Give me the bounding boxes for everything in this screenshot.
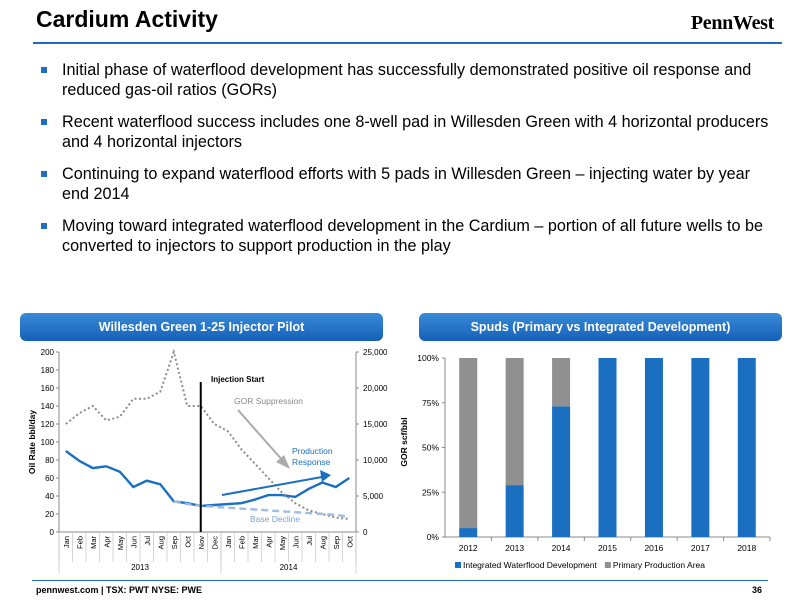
x-tick-label: Jun	[129, 536, 138, 548]
page-title: Cardium Activity	[36, 6, 218, 32]
left-axis-title: Oil Rate bbl/day	[27, 410, 37, 475]
injector-pilot-chart-title: Willesden Green 1-25 Injector Pilot	[20, 313, 383, 341]
x-tick-label: Sep	[170, 536, 179, 549]
injection-start-label: Injection Start	[211, 375, 265, 384]
y-tick-label: 75%	[422, 398, 439, 408]
x-tick-label: Jul	[143, 536, 152, 546]
footer-divider	[32, 580, 768, 581]
y-tick-label: 20	[45, 510, 54, 519]
x-tick-label: Oct	[183, 535, 192, 548]
gor-arrow-head	[276, 455, 290, 469]
legend-label: Primary Production Area	[613, 560, 705, 570]
y-tick-label: 100%	[417, 353, 439, 363]
x-tick-label: 2015	[598, 543, 617, 553]
x-group-label: 2014	[280, 563, 298, 572]
y-tick-label: 200	[41, 348, 55, 357]
primary-bar	[459, 358, 478, 529]
x-tick-label: Mar	[251, 536, 260, 549]
production-response-label: Production	[292, 446, 333, 456]
x-tick-label: Jun	[291, 536, 300, 548]
x-tick-label: 2013	[505, 543, 524, 553]
y-tick-label: 160	[41, 384, 55, 393]
integrated-bar	[737, 358, 756, 537]
integrated-bar	[644, 358, 663, 537]
x-tick-label: Oct	[345, 535, 354, 548]
x-group-label: 2013	[131, 563, 149, 572]
y2-tick-label: 10,000	[363, 456, 388, 465]
y-tick-label: 120	[41, 420, 55, 429]
integrated-bar	[459, 528, 478, 537]
primary-bar	[552, 358, 571, 407]
y-tick-label: 100	[41, 438, 55, 447]
x-tick-label: 2012	[459, 543, 478, 553]
bullet-item: Continuing to expand waterflood efforts …	[40, 164, 780, 204]
bullet-item: Recent waterflood success includes one 8…	[40, 112, 780, 152]
y-tick-label: 140	[41, 402, 55, 411]
base-decline-series	[173, 500, 350, 518]
x-tick-label: Nov	[197, 536, 206, 550]
x-tick-label: 2014	[552, 543, 571, 553]
x-tick-label: Apr	[102, 535, 111, 547]
spuds-chart-title: Spuds (Primary vs Integrated Development…	[419, 313, 782, 341]
integrated-bar	[505, 485, 524, 537]
bullet-item: Initial phase of waterflood development …	[40, 60, 780, 100]
y2-tick-label: 20,000	[363, 384, 388, 393]
x-tick-label: Mar	[89, 536, 98, 549]
x-tick-label: Jul	[305, 536, 314, 546]
bullet-list: Initial phase of waterflood development …	[40, 60, 780, 268]
production-arrow-head	[320, 470, 331, 482]
y2-tick-label: 15,000	[363, 420, 388, 429]
x-tick-label: Aug	[318, 536, 327, 549]
x-tick-label: 2017	[691, 543, 710, 553]
x-tick-label: Dec	[210, 536, 219, 550]
integrated-bar	[691, 358, 710, 537]
y-tick-label: 80	[45, 456, 54, 465]
y-tick-label: 25%	[422, 487, 439, 497]
production-arrow-shaft	[221, 476, 323, 496]
gor-series	[65, 348, 350, 520]
page-number: 36	[751, 585, 762, 595]
x-tick-label: Apr	[264, 535, 273, 547]
right-axis-title: GOR scf/bbl	[399, 417, 409, 466]
y-tick-label: 50%	[422, 443, 439, 453]
x-tick-label: Feb	[237, 536, 246, 549]
footer-tickers: pennwest.com | TSX: PWT NYSE: PWE	[36, 585, 203, 595]
primary-bar	[505, 358, 524, 486]
x-tick-label: Aug	[156, 536, 165, 549]
legend-swatch-primary	[604, 562, 611, 568]
x-tick-label: May	[116, 536, 125, 550]
x-tick-label: 2016	[644, 543, 663, 553]
integrated-bar	[552, 406, 571, 537]
y-tick-label: 40	[45, 492, 54, 501]
production-response-label: Response	[292, 457, 331, 467]
x-tick-label: Feb	[75, 536, 84, 549]
base-decline-label: Base Decline	[250, 514, 300, 524]
legend-label: Integrated Waterflood Development	[463, 560, 598, 570]
integrated-bar	[598, 358, 617, 537]
gor-arrow-shaft	[237, 409, 285, 463]
x-tick-label: May	[278, 536, 287, 550]
company-logo: PennWest	[690, 12, 774, 34]
x-tick-label: Sep	[332, 536, 341, 549]
y-tick-label: 60	[45, 474, 54, 483]
legend-swatch-integrated	[455, 562, 461, 568]
y-tick-label: 180	[41, 366, 55, 375]
x-tick-label: Jan	[224, 536, 233, 548]
gor-suppression-label: GOR Suppression	[234, 396, 303, 406]
y-tick-label: 0%	[427, 532, 440, 542]
y2-tick-label: 25,000	[363, 348, 388, 357]
y2-tick-label: 5,000	[363, 492, 384, 501]
x-tick-label: Jan	[62, 536, 71, 548]
x-tick-label: 2018	[737, 543, 756, 553]
y2-tick-label: 0	[363, 528, 368, 537]
y-tick-label: 0	[50, 528, 55, 537]
bullet-item: Moving toward integrated waterflood deve…	[40, 216, 780, 256]
title-divider	[33, 42, 782, 44]
